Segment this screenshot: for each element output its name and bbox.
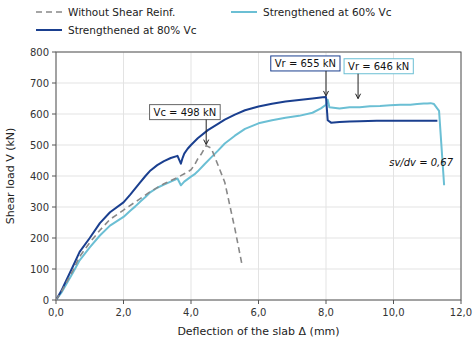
legend-label: Without Shear Reinf. xyxy=(68,6,175,18)
y-tick xyxy=(52,145,56,146)
y-tick-label: 700 xyxy=(30,78,49,89)
annotation: sv/dv = 0,67 xyxy=(389,157,453,168)
annotation-arrow xyxy=(206,120,207,144)
x-axis-label: Deflection of the slab Δ (mm) xyxy=(177,325,339,338)
y-tick-label: 400 xyxy=(30,171,49,182)
annotation-text: sv/dv = 0,67 xyxy=(389,157,453,168)
annotation-box xyxy=(344,59,413,74)
annotation-arrowhead xyxy=(356,94,361,99)
y-axis-label: Shear load V (kN) xyxy=(4,128,17,225)
y-tick-label: 800 xyxy=(30,47,49,58)
x-tick-label: 0,0 xyxy=(48,307,64,318)
y-tick xyxy=(52,176,56,177)
annotation-text: Vr = 646 kN xyxy=(348,61,409,72)
y-grid-line xyxy=(56,238,461,239)
legend-swatch xyxy=(36,29,62,31)
annotation-arrow xyxy=(358,74,359,99)
plot-frame xyxy=(56,52,461,300)
x-tick xyxy=(326,300,327,304)
series-lines xyxy=(56,97,444,300)
series-line xyxy=(56,146,242,300)
x-tick xyxy=(393,300,394,304)
y-grid-line xyxy=(56,269,461,270)
annotation-box xyxy=(150,105,221,120)
annotation-text: Vc = 498 kN xyxy=(154,107,217,118)
x-tick xyxy=(123,300,124,304)
y-tick-label: 200 xyxy=(30,233,49,244)
chart: 0,0 2,0 4,0 6,0 8,0 10,0 12,0 0 100 200 300 400 500 6… xyxy=(0,0,473,343)
y-tick-label: 100 xyxy=(30,264,49,275)
annotation-arrow xyxy=(326,71,327,96)
x-tick-label: 4,0 xyxy=(183,307,199,318)
legend: Without Shear Reinf. Strengthened at 60% … xyxy=(36,6,392,36)
annotation-box xyxy=(271,56,340,71)
x-tick-label: 2,0 xyxy=(116,307,132,318)
y-tick xyxy=(52,52,56,53)
x-tick-label: 8,0 xyxy=(318,307,334,318)
y-tick xyxy=(52,300,56,301)
annotation: Vr = 646 kN xyxy=(344,59,413,99)
legend-label: Strengthened at 80% Vc xyxy=(68,24,197,36)
y-grid-line xyxy=(56,114,461,115)
series-line xyxy=(56,97,437,300)
y-tick xyxy=(52,83,56,84)
annotation-arrowhead xyxy=(324,91,329,96)
x-tick xyxy=(56,300,57,304)
y-tick-label: 500 xyxy=(30,140,49,151)
x-tick xyxy=(191,300,192,304)
y-grid-line xyxy=(56,176,461,177)
legend-label: Strengthened at 60% Vc xyxy=(263,6,392,18)
y-tick-label: 600 xyxy=(30,109,49,120)
annotation: Vc = 498 kN xyxy=(150,105,221,145)
legend-swatch xyxy=(36,11,62,13)
x-tick-label: 10,0 xyxy=(382,307,404,318)
x-tick xyxy=(461,300,462,304)
y-tick xyxy=(52,114,56,115)
series-line xyxy=(56,100,444,300)
y-tick xyxy=(52,207,56,208)
annotation-arrowhead xyxy=(204,140,209,145)
y-tick-label: 300 xyxy=(30,202,49,213)
y-tick xyxy=(52,269,56,270)
legend-swatch xyxy=(231,11,257,13)
grid xyxy=(56,52,461,300)
y-tick xyxy=(52,238,56,239)
x-tick-label: 6,0 xyxy=(251,307,267,318)
x-tick xyxy=(258,300,259,304)
y-grid-line xyxy=(56,83,461,84)
y-tick-label: 0 xyxy=(43,295,49,306)
annotation: Vr = 655 kN xyxy=(271,56,340,96)
annotation-text: Vr = 655 kN xyxy=(275,58,336,69)
y-grid-line xyxy=(56,145,461,146)
x-tick-label: 12,0 xyxy=(450,307,472,318)
